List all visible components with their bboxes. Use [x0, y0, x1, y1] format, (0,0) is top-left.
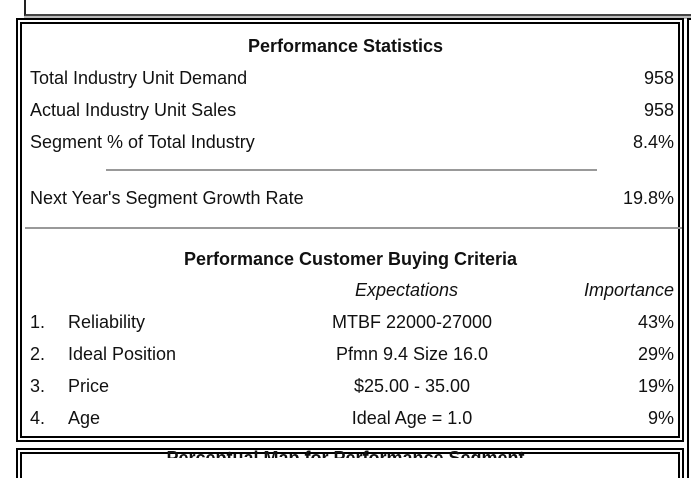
importance-header: Importance	[583, 280, 674, 300]
criterion-name: Price	[68, 376, 110, 396]
stat-label-demand: Total Industry Unit Demand	[30, 68, 248, 88]
criterion-number: 1.	[30, 312, 46, 332]
criterion-expectation: MTBF 22000-27000	[331, 312, 493, 332]
criterion-name: Age	[68, 408, 101, 428]
growth-rate-label: Next Year's Segment Growth Rate	[30, 188, 304, 208]
divider	[106, 169, 597, 171]
criterion-expectation: Ideal Age = 1.0	[351, 408, 473, 428]
stat-value-demand: 958	[643, 68, 674, 88]
criterion-number: 4.	[30, 408, 46, 428]
perceptual-map-title: Perceptual Map for Performance Segment	[0, 449, 691, 458]
criterion-importance: 19%	[637, 376, 674, 396]
previous-panel-edge	[24, 0, 691, 16]
expectations-header: Expectations	[355, 280, 459, 300]
adjacent-panel-edge	[687, 18, 691, 478]
stat-label-segment-pct: Segment % of Total Industry	[30, 132, 255, 152]
criterion-importance: 9%	[647, 408, 674, 428]
divider	[25, 227, 682, 229]
criterion-name: Ideal Position	[68, 344, 177, 364]
perceptual-map-title-text: Perceptual Map for Performance Segment	[166, 449, 524, 458]
criterion-number: 2.	[30, 344, 46, 364]
buying-criteria-title: Performance Customer Buying Criteria	[183, 249, 518, 269]
stat-value-sales: 958	[643, 100, 674, 120]
performance-panel	[16, 18, 684, 442]
criterion-expectation: $25.00 - 35.00	[353, 376, 471, 396]
criterion-importance: 43%	[637, 312, 674, 332]
stat-label-sales: Actual Industry Unit Sales	[30, 100, 237, 120]
criterion-importance: 29%	[637, 344, 674, 364]
criterion-number: 3.	[30, 376, 46, 396]
growth-rate-value: 19.8%	[622, 188, 674, 208]
performance-statistics-title: Performance Statistics	[247, 36, 444, 56]
stat-value-segment-pct: 8.4%	[632, 132, 674, 152]
criterion-name: Reliability	[68, 312, 146, 332]
criterion-expectation: Pfmn 9.4 Size 16.0	[335, 344, 489, 364]
